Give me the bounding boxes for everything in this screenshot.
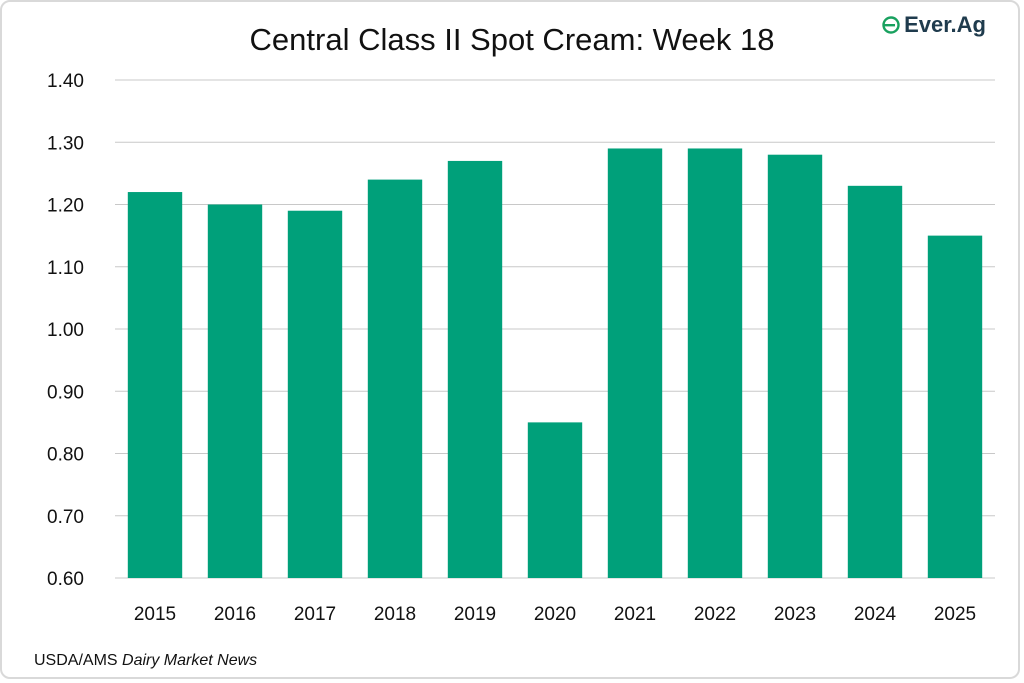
x-tick-label: 2022 — [694, 604, 736, 625]
bars — [127, 148, 983, 579]
x-tick-label: 2019 — [454, 604, 496, 625]
x-tick-label: 2021 — [614, 604, 656, 625]
brand-logo: Ever.Ag — [882, 12, 986, 38]
y-tick-label: 1.20 — [47, 196, 84, 217]
x-axis-ticks: 2015 2016 2017 2018 2019 2020 2021 2022 2023 2024… — [134, 604, 976, 625]
chart-title: Central Class II Spot Cream: Week 18 — [249, 22, 775, 57]
x-tick-label: 2016 — [214, 604, 256, 625]
bar-2022 — [687, 148, 743, 578]
x-tick-label: 2025 — [934, 604, 976, 625]
bar-2023 — [767, 154, 823, 578]
x-tick-label: 2018 — [374, 604, 416, 625]
x-tick-label: 2020 — [534, 604, 576, 625]
y-tick-label: 0.90 — [47, 382, 84, 403]
bar-2025 — [927, 235, 983, 578]
y-tick-label: 1.40 — [47, 71, 84, 92]
bar-2017 — [287, 210, 343, 578]
source-note: USDA/AMS Dairy Market News — [34, 652, 257, 670]
bar-2019 — [447, 160, 503, 579]
bar-2024 — [847, 185, 903, 578]
x-tick-label: 2023 — [774, 604, 816, 625]
brand-logo-text: Ever.Ag — [904, 12, 986, 37]
x-tick-label: 2015 — [134, 604, 176, 625]
bar-2021 — [607, 148, 663, 578]
bar-2018 — [367, 179, 423, 578]
bar-2020 — [527, 422, 583, 578]
y-tick-label: 1.10 — [47, 258, 84, 279]
source-publication: Dairy Market News — [122, 652, 258, 669]
bar-2016 — [207, 204, 263, 578]
ever-ag-logo-icon — [882, 16, 900, 34]
y-axis-ticks: 0.60 0.70 0.80 0.90 1.00 1.10 1.20 1.30 1.40 — [47, 71, 84, 590]
x-tick-label: 2017 — [294, 604, 336, 625]
y-tick-label: 1.00 — [47, 320, 84, 341]
bar-2015 — [127, 192, 183, 579]
y-tick-label: 1.30 — [47, 133, 84, 154]
y-tick-label: 0.80 — [47, 445, 84, 466]
y-tick-label: 0.60 — [47, 569, 84, 590]
y-tick-label: 0.70 — [47, 507, 84, 528]
x-tick-label: 2024 — [854, 604, 897, 625]
source-prefix: USDA/AMS — [34, 652, 123, 669]
